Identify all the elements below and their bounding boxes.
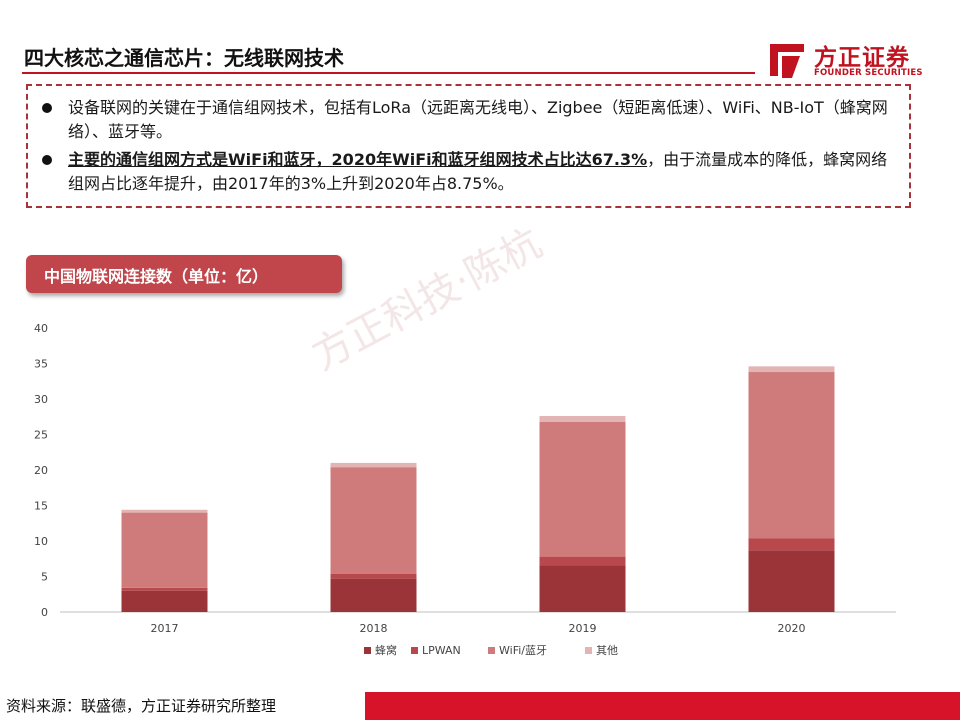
- y-tick-label: 40: [34, 322, 48, 335]
- y-tick-label: 5: [41, 571, 48, 584]
- legend-swatch: [488, 647, 495, 654]
- bar-2019-series-2: [539, 421, 626, 557]
- page-title: 四大核芯之通信芯片：无线联网技术: [24, 46, 344, 70]
- x-tick-label: 2020: [778, 622, 806, 635]
- chart-title-banner: 中国物联网连接数（单位：亿）: [26, 255, 342, 293]
- legend-swatch: [585, 647, 592, 654]
- x-tick-label: 2019: [569, 622, 597, 635]
- bullet-dot-icon: [42, 103, 52, 113]
- y-tick-label: 15: [34, 500, 48, 513]
- legend-label: LPWAN: [422, 644, 461, 657]
- bullet-dot-icon: [42, 155, 52, 165]
- bar-2019-series-1: [539, 556, 626, 566]
- x-tick-label: 2018: [360, 622, 388, 635]
- y-tick-label: 25: [34, 429, 48, 442]
- legend-label: 其他: [596, 644, 618, 657]
- legend-swatch: [411, 647, 418, 654]
- y-tick-label: 20: [34, 464, 48, 477]
- bar-2020-series-2: [748, 372, 835, 539]
- bar-2019-series-3: [539, 416, 626, 422]
- logo-subtitle: FOUNDER SECURITIES: [814, 68, 923, 78]
- bullet-rest: ，由于流量成本的降低，蜂窝网络组网占比逐年提升，由2017年的3%上升到2020…: [68, 150, 888, 193]
- bar-2020-series-0: [748, 550, 835, 612]
- legend-label: WiFi/蓝牙: [499, 644, 547, 657]
- chart-title: 中国物联网连接数（单位：亿）: [44, 267, 269, 286]
- bullet-point-1: 设备联网的关键在于通信组网技术，包括有LoRa（远距离无线电）、Zigbee（短…: [42, 96, 902, 144]
- bar-2017-series-0: [121, 590, 208, 612]
- bar-2018-series-2: [330, 467, 417, 574]
- x-tick-label: 2017: [151, 622, 179, 635]
- legend-swatch: [364, 647, 371, 654]
- bar-2018-series-0: [330, 578, 417, 612]
- bar-2017-series-3: [121, 509, 208, 513]
- stacked-bar-chart: 0 5 10 15 20 25 30 35 40 2017 2018 2019 2020 蜂窝 LPWAN W…: [34, 322, 896, 657]
- bullet-text: 设备联网的关键在于通信组网技术，包括有LoRa（远距离无线电）、Zigbee（短…: [68, 98, 888, 141]
- bullet-emphasis: 主要的通信组网方式是WiFi和蓝牙，2020年WiFi和蓝牙组网技术占比达67.…: [68, 150, 648, 169]
- bar-2017-series-2: [121, 512, 208, 588]
- bar-2018-series-1: [330, 573, 417, 579]
- founder-logo-icon: [770, 44, 804, 78]
- logo-name: 方正证券: [814, 45, 910, 71]
- bar-2017-series-1: [121, 587, 208, 591]
- company-logo: 方正证券 FOUNDER SECURITIES: [764, 38, 934, 82]
- bullet-text: 主要的通信组网方式是WiFi和蓝牙，2020年WiFi和蓝牙组网技术占比达67.…: [42, 148, 902, 196]
- title-underline: [22, 72, 755, 74]
- source-note: 资料来源：联盛德，方正证券研究所整理: [0, 692, 365, 720]
- bar-2020-series-1: [748, 538, 835, 551]
- y-tick-label: 10: [34, 535, 48, 548]
- y-tick-label: 35: [34, 358, 48, 371]
- footer-bar: 资料来源：联盛德，方正证券研究所整理: [0, 692, 960, 720]
- key-points-box: 设备联网的关键在于通信组网技术，包括有LoRa（远距离无线电）、Zigbee（短…: [26, 84, 911, 208]
- y-tick-label: 0: [41, 606, 48, 619]
- bar-2018-series-3: [330, 462, 417, 468]
- y-tick-label: 30: [34, 393, 48, 406]
- bar-2020-series-3: [748, 366, 835, 373]
- bar-2019-series-0: [539, 565, 626, 612]
- bullet-point-2: 主要的通信组网方式是WiFi和蓝牙，2020年WiFi和蓝牙组网技术占比达67.…: [42, 148, 902, 196]
- legend-label: 蜂窝: [375, 643, 397, 657]
